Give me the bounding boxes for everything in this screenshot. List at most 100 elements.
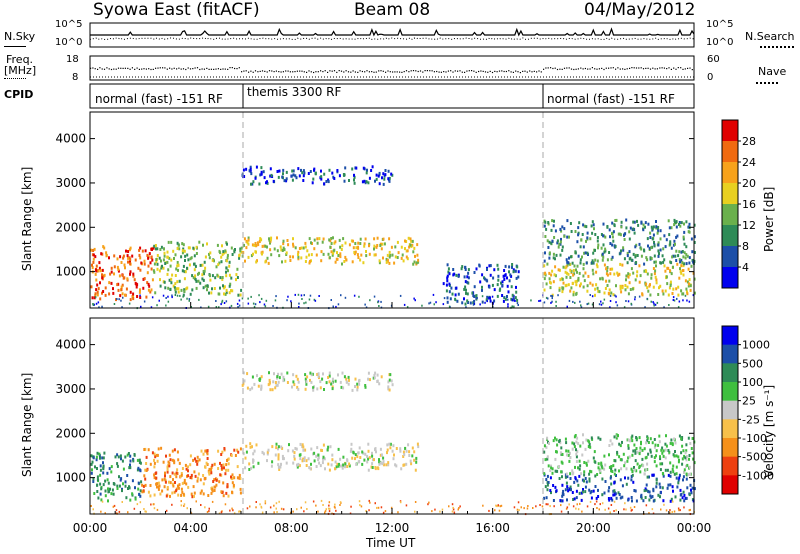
heatmap-cell <box>573 445 576 449</box>
heatmap-cell <box>327 178 330 182</box>
heatmap-cell <box>109 272 112 276</box>
heatmap-cell <box>315 504 317 507</box>
heatmap-cell <box>674 495 677 499</box>
heatmap-cell <box>568 451 571 455</box>
heatmap-cell <box>326 448 329 452</box>
heatmap-cell <box>609 242 612 245</box>
freq-point <box>203 68 205 70</box>
freq-point <box>352 70 354 72</box>
heatmap-cell <box>93 492 96 495</box>
heatmap-cell <box>269 174 272 178</box>
heatmap-cell <box>565 449 568 453</box>
heatmap-cell <box>655 264 657 268</box>
heatmap-cell <box>685 464 688 468</box>
heatmap-cell <box>614 244 617 248</box>
heatmap-cell <box>305 464 308 467</box>
heatmap-cell <box>387 169 390 173</box>
heatmap-cell <box>675 249 678 253</box>
heatmap-cell <box>576 503 578 506</box>
heatmap-cell <box>159 284 162 288</box>
heatmap-cell <box>592 223 595 227</box>
heatmap-cell <box>591 261 594 264</box>
heatmap-cell <box>607 489 610 493</box>
heatmap-cell <box>278 500 280 503</box>
heatmap-cell <box>680 437 683 441</box>
heatmap-cell <box>681 250 684 253</box>
heatmap-cell <box>220 490 223 494</box>
heatmap-cell <box>414 510 416 513</box>
heatmap-cell <box>266 459 268 463</box>
heatmap-cell <box>187 485 190 489</box>
freq-point <box>238 67 240 69</box>
heatmap-cell <box>572 498 575 501</box>
heatmap-cell <box>662 454 665 458</box>
heatmap-cell <box>621 495 624 499</box>
heatmap-cell <box>324 467 326 471</box>
heatmap-cell <box>610 469 613 473</box>
heatmap-cell <box>399 447 402 451</box>
freq-point <box>631 67 633 69</box>
freq-point <box>598 68 600 70</box>
heatmap-cell <box>346 458 349 462</box>
heatmap-cell <box>165 494 168 498</box>
heatmap-cell <box>261 244 264 248</box>
heatmap-cell <box>266 450 269 454</box>
heatmap-cell <box>350 505 352 508</box>
heatmap-cell <box>255 501 257 503</box>
heatmap-cell <box>481 300 484 304</box>
heatmap-cell <box>635 436 638 439</box>
heatmap-cell <box>342 237 345 241</box>
heatmap-cell <box>669 499 672 503</box>
heatmap-cell <box>193 494 195 498</box>
heatmap-cell <box>293 383 296 387</box>
heatmap-cell <box>239 510 241 513</box>
heatmap-cell <box>605 267 608 271</box>
heatmap-cell <box>320 175 323 179</box>
heatmap-cell <box>210 491 213 495</box>
heatmap-cell <box>693 277 696 281</box>
heatmap-cell <box>442 303 445 306</box>
heatmap-cell <box>94 465 96 469</box>
heatmap-cell <box>300 506 302 509</box>
heatmap-cell <box>683 470 685 474</box>
heatmap-cell <box>575 283 578 287</box>
freq-point <box>587 68 589 70</box>
heatmap-cell <box>120 457 122 461</box>
heatmap-cell <box>580 472 583 476</box>
heatmap-cell <box>355 166 358 170</box>
heatmap-cell <box>386 451 388 455</box>
heatmap-cell <box>691 437 694 440</box>
heatmap-cell <box>104 286 107 290</box>
heatmap-cell <box>655 485 658 489</box>
heatmap-cell <box>171 482 174 486</box>
heatmap-cell <box>614 294 616 297</box>
heatmap-cell <box>594 293 596 297</box>
heatmap-cell <box>411 446 414 450</box>
heatmap-cell <box>638 242 641 246</box>
heatmap-cell <box>306 249 309 253</box>
heatmap-cell <box>574 476 577 480</box>
heatmap-cell <box>638 295 641 298</box>
freq-point <box>194 67 196 69</box>
heatmap-cell <box>173 490 176 494</box>
heatmap-cell <box>118 298 120 301</box>
heatmap-cell <box>194 278 197 282</box>
heatmap-cell <box>577 254 580 258</box>
heatmap-cell <box>417 260 420 264</box>
heatmap-cell <box>559 242 562 246</box>
heatmap-cell <box>654 303 657 306</box>
heatmap-cell <box>619 251 622 255</box>
heatmap-cell <box>493 299 496 303</box>
heatmap-cell <box>597 495 600 498</box>
heatmap-cell <box>551 269 554 273</box>
heatmap-cell <box>634 296 636 299</box>
heatmap-cell <box>121 459 124 463</box>
heatmap-cell <box>516 302 519 305</box>
heatmap-cell <box>594 474 597 478</box>
heatmap-cell <box>631 470 634 473</box>
heatmap-cell <box>318 237 321 241</box>
heatmap-cell <box>501 280 504 284</box>
heatmap-cell <box>150 306 153 309</box>
heatmap-cell <box>606 266 609 269</box>
